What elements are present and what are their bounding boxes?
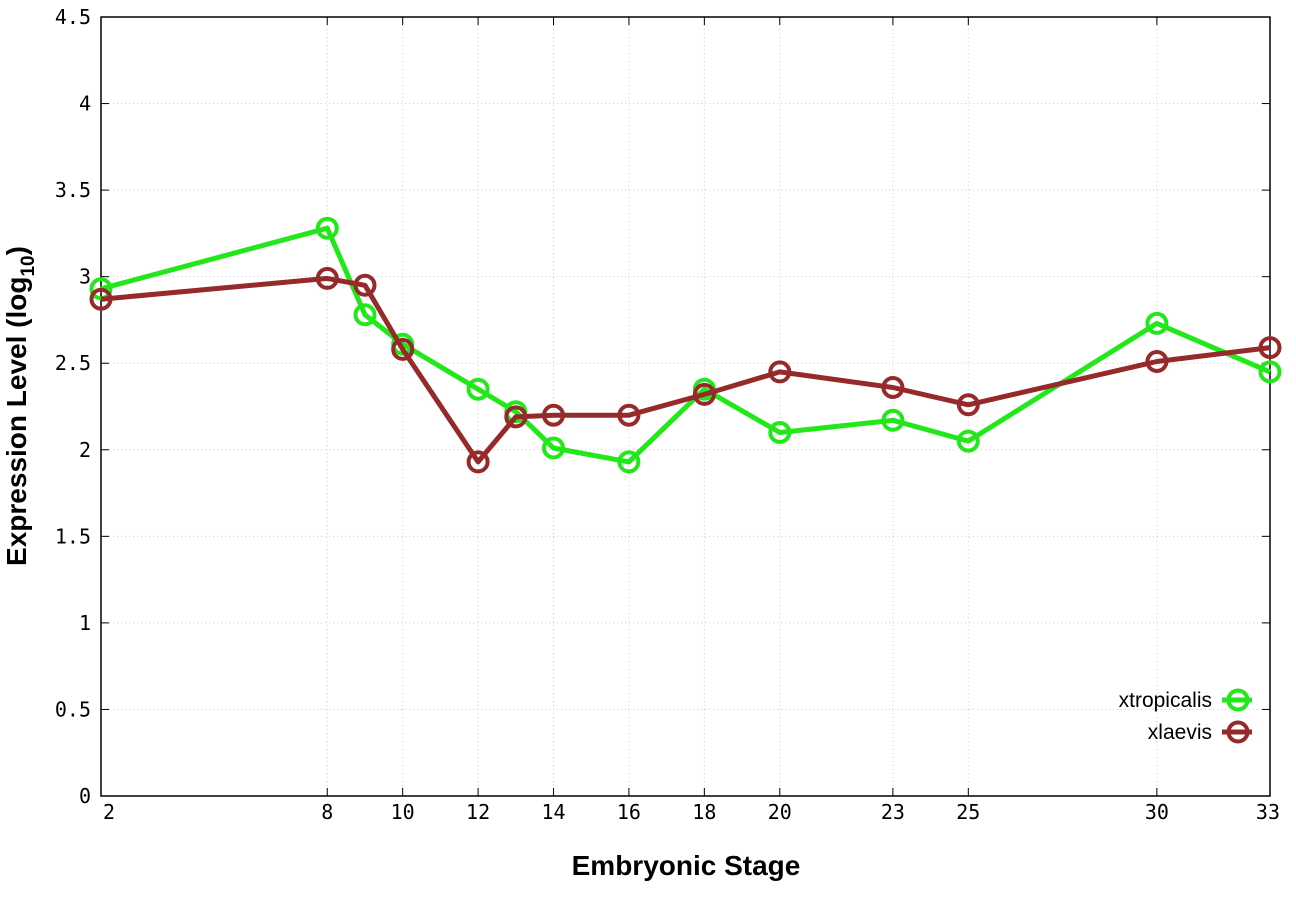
- data-point-xlaevis: [881, 376, 905, 399]
- data-point-xlaevis: [1258, 336, 1282, 360]
- x-axis-title: Embryonic Stage: [572, 850, 801, 881]
- x-tick-label: 33: [1256, 800, 1280, 824]
- data-point-xtropicalis: [315, 216, 339, 240]
- plot-border: [100, 16, 1271, 797]
- data-point-xtropicalis: [542, 436, 565, 460]
- axis-ticks: 0 0.5 1 1.5 2 2.5 3 3.5 4 4.5 2 8 10 12 14 16 18 20 23 25 30…: [55, 5, 1280, 824]
- legend: xtropicalis xlaevis: [1119, 688, 1252, 744]
- x-tick-label: 8: [321, 800, 333, 824]
- y-tick-label: 3: [79, 265, 91, 289]
- data-point-xlaevis: [542, 403, 565, 427]
- y-tick-label: 0.5: [55, 697, 91, 721]
- data-point-xtropicalis: [353, 303, 377, 327]
- grid: [101, 17, 1270, 796]
- y-tick-label: 1.5: [55, 524, 91, 548]
- y-axis-title-main: Expression Level (log: [1, 277, 32, 566]
- y-tick-label: 4.5: [55, 5, 91, 29]
- x-tick-label: 30: [1145, 800, 1169, 824]
- data-point-xlaevis: [617, 403, 641, 427]
- legend-swatch-marker: [1226, 720, 1250, 744]
- data-point-xlaevis: [315, 266, 339, 290]
- data-point-xtropicalis: [617, 450, 641, 474]
- series-lines: [89, 216, 1282, 474]
- y-axis-title-subscript: 10: [18, 255, 39, 276]
- x-tick-label: 18: [692, 800, 716, 824]
- data-point-xlaevis: [466, 450, 490, 474]
- x-tick-label: 16: [617, 800, 641, 824]
- legend-label: xlaevis: [1148, 721, 1212, 744]
- y-tick-label: 4: [79, 92, 91, 116]
- y-tick-label: 0: [79, 784, 91, 808]
- data-point-xlaevis: [504, 405, 528, 429]
- y-tick-label: 2: [79, 438, 91, 462]
- x-tick-label: 20: [768, 800, 792, 824]
- x-tick-label: 12: [466, 800, 490, 824]
- data-point-xlaevis: [89, 287, 113, 311]
- data-point-xtropicalis: [881, 408, 905, 432]
- data-point-xtropicalis: [466, 377, 490, 401]
- data-point-xtropicalis: [956, 429, 980, 453]
- legend-item-xtropicalis: xtropicalis: [1119, 688, 1252, 712]
- series-xtropicalis: [89, 216, 1282, 474]
- legend-label: xtropicalis: [1119, 689, 1212, 712]
- data-point-xlaevis: [391, 337, 415, 361]
- y-tick-label: 1: [79, 611, 91, 635]
- data-point-xlaevis: [768, 360, 792, 384]
- y-axis-title-close: ): [1, 246, 32, 255]
- data-point-xlaevis: [956, 393, 980, 417]
- x-tick-label: 2: [103, 800, 115, 824]
- y-tick-label: 2.5: [55, 351, 91, 375]
- y-axis-title: Expression Level (log10): [1, 246, 39, 566]
- data-point-xtropicalis: [768, 421, 792, 444]
- series-xlaevis: [89, 266, 1282, 474]
- x-tick-label: 14: [541, 800, 565, 824]
- data-point-xtropicalis: [1258, 360, 1282, 384]
- x-tick-label: 10: [391, 800, 415, 824]
- x-tick-label: 25: [956, 800, 980, 824]
- legend-swatch-marker: [1226, 688, 1250, 712]
- legend-item-xlaevis: xlaevis: [1148, 720, 1252, 744]
- y-tick-label: 3.5: [55, 178, 91, 202]
- data-point-xlaevis: [353, 273, 377, 297]
- x-tick-label: 23: [881, 800, 905, 824]
- series-line-xlaevis: [100, 275, 1271, 465]
- data-point-xlaevis: [692, 382, 716, 406]
- plot-frame: [100, 16, 1271, 797]
- data-point-xlaevis: [1145, 350, 1169, 373]
- data-point-xtropicalis: [1145, 311, 1169, 335]
- series-line-xtropicalis: [100, 225, 1271, 465]
